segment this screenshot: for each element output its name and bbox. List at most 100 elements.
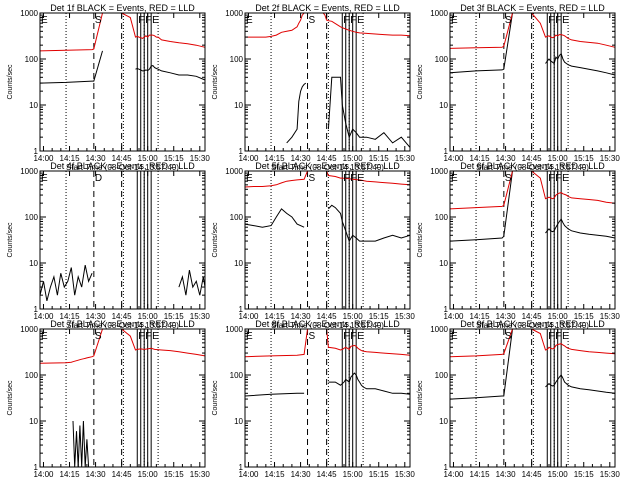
panel-5: 1 10 100 1000 14:00 14:15 14:30 14:45 15:00 15:15… bbox=[212, 161, 415, 330]
x-tick-label: 15:30 bbox=[190, 154, 211, 163]
y-axis-label: Counts/sec bbox=[417, 64, 424, 100]
y-tick-label: 1 bbox=[239, 305, 244, 314]
panel-title: Det 7f BLACK = Events, RED = LLD bbox=[50, 319, 195, 329]
series-lld-line bbox=[244, 170, 411, 188]
y-tick-label: 10 bbox=[29, 417, 38, 426]
x-tick-label: 14:45 bbox=[522, 154, 543, 163]
y-tick-label: 1 bbox=[34, 305, 39, 314]
phase-letter: E bbox=[41, 15, 48, 26]
x-tick-label: 14:30 bbox=[86, 154, 107, 163]
y-tick-label: 1000 bbox=[430, 325, 448, 334]
x-tick-label: 15:15 bbox=[574, 470, 595, 479]
x-tick-label: 15:30 bbox=[190, 312, 211, 321]
plot-frame bbox=[244, 12, 411, 152]
x-tick-label: 14:15 bbox=[265, 154, 286, 163]
series-events-line bbox=[244, 372, 411, 397]
x-tick-label: 14:00 bbox=[443, 312, 464, 321]
x-tick-label: 15:00 bbox=[343, 312, 364, 321]
y-tick-label: 1000 bbox=[20, 325, 38, 334]
phase-letter: E bbox=[152, 331, 159, 342]
x-tick-label: 14:00 bbox=[238, 470, 259, 479]
y-axis-label: Counts/sec bbox=[7, 222, 14, 258]
y-tick-label: 100 bbox=[230, 371, 244, 380]
x-tick-label: 14:00 bbox=[238, 154, 259, 163]
y-axis-label: Counts/sec bbox=[212, 380, 219, 416]
phase-letter: S bbox=[309, 15, 316, 26]
x-axis-label: Start Time (08-Oct-14 13:57:40) bbox=[271, 163, 384, 172]
plot-frame bbox=[449, 170, 616, 310]
series-events-line bbox=[449, 170, 616, 242]
phase-letter: F bbox=[548, 15, 554, 26]
y-tick-label: 100 bbox=[230, 213, 244, 222]
x-tick-label: 14:15 bbox=[470, 470, 491, 479]
panel-title: Det 8f BLACK = Events, RED = LLD bbox=[255, 319, 400, 329]
y-tick-label: 100 bbox=[435, 55, 449, 64]
x-tick-label: 14:00 bbox=[33, 312, 54, 321]
x-tick-label: 15:30 bbox=[395, 470, 416, 479]
x-tick-label: 14:45 bbox=[317, 470, 338, 479]
x-tick-label: 15:30 bbox=[600, 154, 621, 163]
x-tick-label: 15:15 bbox=[369, 154, 390, 163]
x-tick-label: 14:15 bbox=[265, 312, 286, 321]
x-tick-label: 15:15 bbox=[574, 154, 595, 163]
y-tick-label: 1 bbox=[239, 147, 244, 156]
y-tick-label: 100 bbox=[25, 213, 39, 222]
series-events-line bbox=[39, 50, 206, 84]
x-tick-label: 14:00 bbox=[443, 470, 464, 479]
phase-letter: F bbox=[548, 331, 554, 342]
phase-letter: S bbox=[95, 15, 102, 26]
x-tick-label: 14:30 bbox=[291, 154, 312, 163]
x-tick-label: 15:15 bbox=[164, 312, 185, 321]
phase-letter: S bbox=[505, 15, 512, 26]
phase-letter: F bbox=[138, 331, 144, 342]
plot-frame bbox=[39, 12, 206, 152]
x-tick-label: 15:15 bbox=[164, 470, 185, 479]
y-axis-label: Counts/sec bbox=[7, 380, 14, 416]
phase-letter: F bbox=[145, 331, 151, 342]
x-tick-label: 15:00 bbox=[548, 470, 569, 479]
series-events-line bbox=[286, 76, 411, 148]
x-tick-label: 14:15 bbox=[60, 470, 81, 479]
series-events-line bbox=[244, 204, 411, 243]
x-tick-label: 15:30 bbox=[395, 154, 416, 163]
phase-letter: F bbox=[555, 15, 561, 26]
plot-frame bbox=[244, 328, 411, 468]
series-lld-line bbox=[39, 12, 206, 52]
plot-frame bbox=[449, 328, 616, 468]
panel-7: 1 10 100 1000 14:00 14:15 14:30 14:45 15:00 15:15… bbox=[7, 319, 210, 480]
x-tick-label: 14:30 bbox=[291, 470, 312, 479]
x-tick-label: 14:30 bbox=[86, 470, 107, 479]
x-tick-label: 14:45 bbox=[522, 312, 543, 321]
phase-letter: E bbox=[451, 15, 458, 26]
y-tick-label: 100 bbox=[230, 55, 244, 64]
y-tick-label: 10 bbox=[439, 417, 448, 426]
phase-letter: F bbox=[555, 173, 561, 184]
x-tick-label: 14:30 bbox=[496, 154, 517, 163]
x-tick-label: 15:00 bbox=[548, 312, 569, 321]
panel-6: 1 10 100 1000 14:00 14:15 14:30 14:45 15:00 15:15… bbox=[417, 161, 620, 330]
phase-letter: E bbox=[562, 173, 569, 184]
series-events-line bbox=[449, 328, 616, 400]
x-tick-label: 14:45 bbox=[522, 470, 543, 479]
x-tick-label: 15:15 bbox=[574, 312, 595, 321]
y-tick-label: 1000 bbox=[225, 9, 243, 18]
x-tick-label: 15:00 bbox=[343, 154, 364, 163]
series-events-line bbox=[39, 264, 206, 302]
x-tick-label: 14:30 bbox=[496, 312, 517, 321]
phase-letter: F bbox=[145, 15, 151, 26]
y-tick-label: 1000 bbox=[225, 325, 243, 334]
x-axis-label: Start Time (08-Oct-14 13:57:40) bbox=[476, 321, 589, 330]
phase-letter: F bbox=[138, 15, 144, 26]
panel-title: Det 2f BLACK = Events, RED = LLD bbox=[255, 3, 400, 13]
y-tick-label: 1 bbox=[444, 463, 449, 472]
x-tick-label: 15:00 bbox=[138, 470, 159, 479]
y-tick-label: 1 bbox=[34, 463, 39, 472]
x-tick-label: 15:30 bbox=[600, 312, 621, 321]
series-lld-line bbox=[244, 328, 411, 358]
y-tick-label: 1000 bbox=[430, 167, 448, 176]
series-lld-line bbox=[245, 12, 411, 38]
phase-letter: F bbox=[350, 173, 356, 184]
series-lld-line bbox=[449, 12, 616, 49]
panel-9: 1 10 100 1000 14:00 14:15 14:30 14:45 15:00 15:15… bbox=[417, 319, 620, 480]
